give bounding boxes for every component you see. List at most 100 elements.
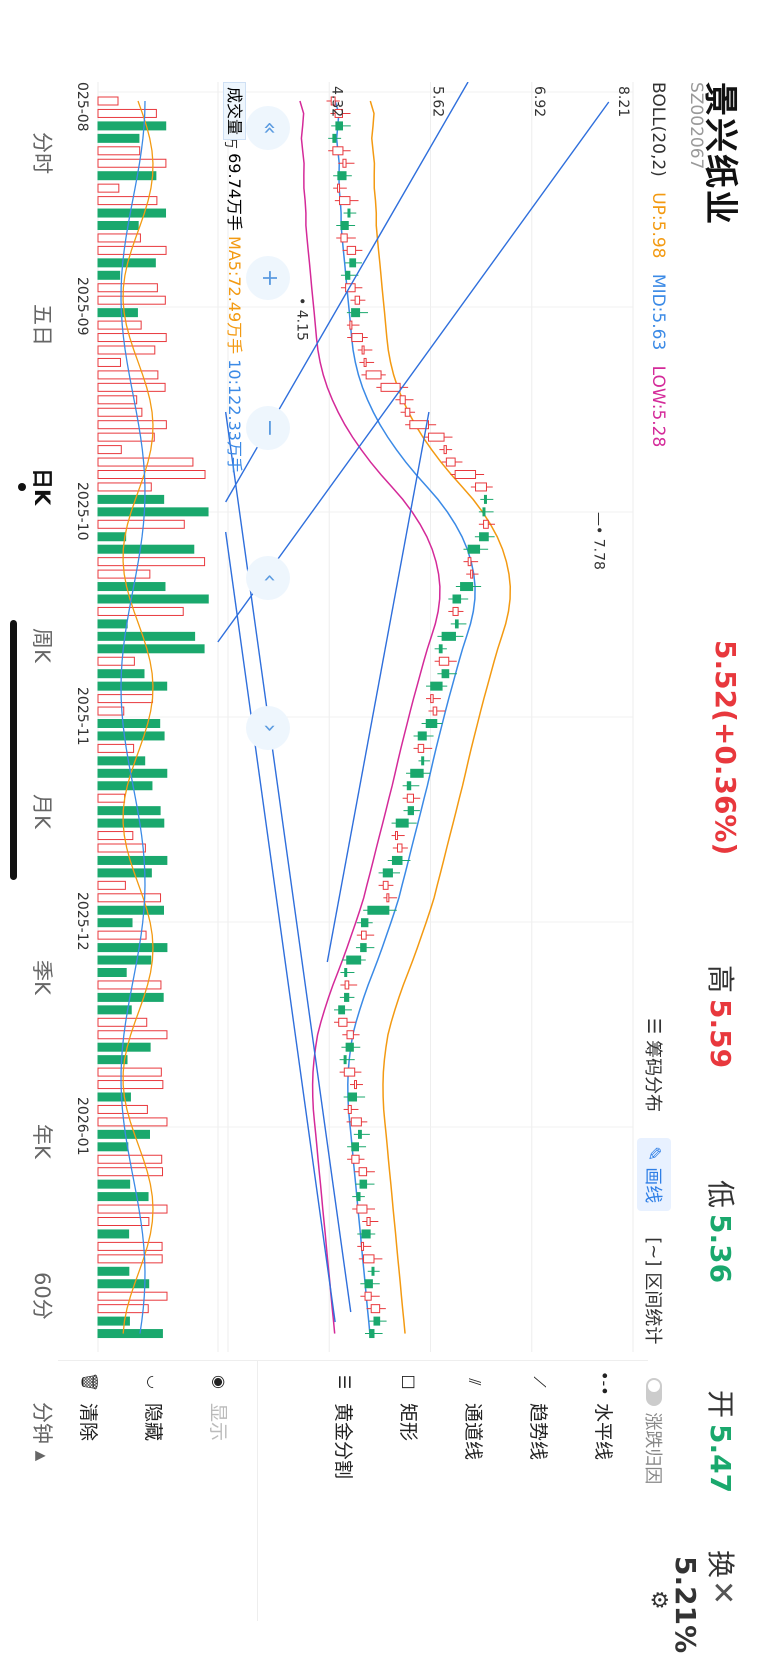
candle-body	[345, 1042, 354, 1052]
high-stat: 高 5.59	[702, 965, 742, 1068]
volume-bar	[97, 121, 167, 131]
candle-body	[344, 980, 350, 990]
tool-label: 矩形	[397, 1403, 419, 1442]
volume-bar	[97, 594, 209, 604]
trend-line	[224, 411, 352, 1313]
tool-golden-ratio[interactable]: ☰ 黄金分割	[331, 1371, 358, 1571]
tab-month-k[interactable]: 月K	[30, 794, 54, 829]
volume-bar	[97, 233, 141, 243]
volume-bar	[97, 582, 166, 592]
volume-bar	[97, 1092, 131, 1102]
boll-up-value: UP:5.98	[648, 192, 668, 259]
tab-five-day[interactable]: 五日	[30, 304, 54, 346]
volume-bar	[97, 743, 135, 753]
tool-channel-line[interactable]: ⫽ 通道线	[461, 1371, 488, 1571]
tab-quarter-k[interactable]: 季K	[30, 960, 54, 995]
rectangle-icon: □	[400, 1374, 419, 1390]
scroll-up-button[interactable]: ‹	[246, 556, 290, 600]
volume-bar	[97, 270, 121, 280]
volume-bar	[97, 221, 139, 230]
volume-bar	[97, 631, 196, 641]
candle-body	[373, 1316, 381, 1326]
tool-horizontal-line[interactable]: •‑• 水平线	[591, 1371, 618, 1571]
candle-body	[344, 992, 350, 1002]
volume-bar	[97, 731, 165, 741]
tool-clear[interactable]: 🗑 清除	[76, 1371, 103, 1571]
trash-icon: 🗑	[80, 1371, 99, 1393]
tab-year-k[interactable]: 年K	[30, 1124, 54, 1159]
volume-bar	[97, 357, 121, 367]
boll-label: BOLL(20,2)	[648, 82, 668, 177]
boll-mid-line	[334, 100, 476, 1334]
boll-low-value: LOW:5.28	[648, 365, 668, 448]
scroll-left-button[interactable]: «	[246, 106, 290, 150]
tool-show[interactable]: ◉ 显示	[206, 1371, 233, 1571]
candle-body	[344, 968, 348, 977]
boll-mid-value: MID:5.63	[648, 273, 668, 351]
tool-rectangle[interactable]: □ 矩形	[396, 1371, 423, 1571]
candle-body	[332, 133, 337, 143]
zoom-out-button[interactable]: −	[246, 406, 290, 450]
low-stat: 低 5.36	[702, 1180, 742, 1283]
candle-body	[361, 1229, 371, 1239]
candle-body	[410, 768, 424, 778]
candle-body	[364, 1279, 373, 1289]
boll-indicator-row: BOLL(20,2) UP:5.98 MID:5.63 LOW:5.28	[648, 82, 668, 457]
turnover-value: 5.21%	[669, 1556, 702, 1654]
candle-body	[417, 731, 427, 741]
volume-bar	[97, 1067, 162, 1077]
candle-body	[407, 806, 414, 816]
candle-body	[425, 719, 438, 728]
price-change: 5.52(+0.36%)	[709, 640, 742, 856]
candle-body	[358, 1167, 368, 1177]
tool-label: 黄金分割	[332, 1403, 354, 1480]
tab-week-k[interactable]: 周K	[30, 628, 54, 663]
toggle-switch[interactable]	[646, 1378, 662, 1407]
turnover-label: 换	[704, 1550, 737, 1579]
candle-body	[347, 208, 351, 218]
volume-bar	[97, 96, 119, 106]
zoom-in-button[interactable]: +	[246, 256, 290, 300]
volume-bar	[97, 843, 146, 853]
volume-bar	[97, 158, 167, 168]
candle-body	[454, 470, 477, 479]
volume-bar	[97, 756, 146, 766]
candle-body	[396, 843, 403, 853]
tab-minutes[interactable]: 分钟 ▴	[30, 1402, 54, 1462]
eye-off-icon: ◡	[145, 1375, 164, 1389]
home-indicator[interactable]	[10, 620, 17, 880]
volume-bar	[97, 1254, 163, 1264]
tab-60-min[interactable]: 60分	[30, 1272, 54, 1320]
close-icon[interactable]: ✕	[705, 1580, 740, 1606]
candle-body	[483, 519, 489, 529]
tool-trend-line[interactable]: ⟋ 趋势线	[526, 1371, 553, 1571]
candle-body	[340, 233, 348, 243]
volume-bars	[97, 96, 209, 1339]
trend-line-icon: ⟋	[530, 1376, 550, 1388]
volume-bar	[97, 606, 184, 616]
tab-day-k[interactable]: 日K	[28, 468, 58, 505]
candle-body	[357, 1129, 362, 1139]
candle-body	[382, 880, 389, 890]
candle-body	[367, 905, 390, 915]
candle-body	[365, 370, 382, 380]
kline-chart[interactable]: 8.216.925.624.323.03641.45万025-082025-09…	[63, 82, 643, 1352]
price-axis-label: 4.32	[328, 86, 344, 117]
candle-body	[356, 1192, 361, 1202]
settings-gear-icon[interactable]: ⚙	[646, 1590, 671, 1610]
tool-hide[interactable]: ◡ 隐藏	[141, 1371, 168, 1571]
candle-body	[342, 158, 347, 168]
volume-bar	[97, 519, 185, 529]
volume-bar	[97, 482, 152, 492]
volume-bar	[97, 1017, 148, 1027]
candle-body	[351, 1142, 359, 1152]
scroll-down-button[interactable]: ›	[246, 706, 290, 750]
candle-body	[467, 544, 481, 554]
tab-intraday[interactable]: 分时	[30, 132, 54, 174]
volume-bar	[97, 507, 209, 517]
volume-legend: 成交量 69.74万手 MA5:72.49万手 10:122.33万手	[223, 82, 248, 473]
candle-body	[361, 345, 365, 355]
date-label: 2026-01	[74, 1097, 90, 1156]
candle-body	[345, 270, 351, 280]
